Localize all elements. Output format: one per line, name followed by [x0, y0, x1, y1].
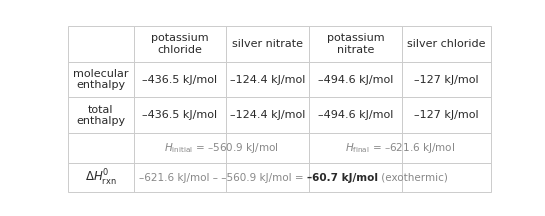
Bar — [68, 26, 134, 62]
Bar — [310, 62, 402, 97]
Bar — [226, 26, 310, 62]
Bar — [134, 62, 226, 97]
Bar — [68, 163, 134, 192]
Bar — [310, 163, 402, 192]
Text: –494.6 kJ/mol: –494.6 kJ/mol — [318, 110, 393, 120]
Bar — [134, 163, 226, 192]
Bar — [310, 133, 402, 163]
Text: –127 kJ/mol: –127 kJ/mol — [414, 75, 479, 84]
Text: total
enthalpy: total enthalpy — [76, 105, 125, 126]
Text: $\Delta H^0_\mathregular{rxn}$: $\Delta H^0_\mathregular{rxn}$ — [85, 168, 117, 188]
Text: (exothermic): (exothermic) — [378, 173, 447, 183]
Bar — [402, 62, 491, 97]
Text: –127 kJ/mol: –127 kJ/mol — [414, 110, 479, 120]
Bar — [134, 26, 226, 62]
Bar — [402, 97, 491, 133]
Text: potassium
nitrate: potassium nitrate — [327, 33, 384, 55]
Text: molecular
enthalpy: molecular enthalpy — [73, 69, 129, 90]
Bar — [402, 26, 491, 62]
Text: –124.4 kJ/mol: –124.4 kJ/mol — [230, 110, 305, 120]
Bar — [68, 62, 134, 97]
Bar — [68, 133, 134, 163]
Bar — [68, 97, 134, 133]
Bar — [226, 62, 310, 97]
Bar — [310, 97, 402, 133]
Bar — [310, 26, 402, 62]
Text: –494.6 kJ/mol: –494.6 kJ/mol — [318, 75, 393, 84]
Text: silver nitrate: silver nitrate — [232, 39, 303, 49]
Text: $H_\mathregular{final}$ = –621.6 kJ/mol: $H_\mathregular{final}$ = –621.6 kJ/mol — [345, 141, 455, 155]
Bar — [226, 97, 310, 133]
Text: potassium
chloride: potassium chloride — [151, 33, 209, 55]
Text: –436.5 kJ/mol: –436.5 kJ/mol — [142, 75, 217, 84]
Bar — [402, 163, 491, 192]
Text: –60.7 kJ/mol: –60.7 kJ/mol — [307, 173, 378, 183]
Bar — [134, 97, 226, 133]
Text: $H_\mathregular{initial}$ = –560.9 kJ/mol: $H_\mathregular{initial}$ = –560.9 kJ/mo… — [165, 141, 279, 155]
Bar — [134, 133, 226, 163]
Text: silver chloride: silver chloride — [407, 39, 486, 49]
Text: –436.5 kJ/mol: –436.5 kJ/mol — [142, 110, 217, 120]
Bar — [226, 163, 310, 192]
Text: –124.4 kJ/mol: –124.4 kJ/mol — [230, 75, 305, 84]
Text: –621.6 kJ/mol – –560.9 kJ/mol =: –621.6 kJ/mol – –560.9 kJ/mol = — [139, 173, 307, 183]
Bar — [226, 133, 310, 163]
Bar — [402, 133, 491, 163]
